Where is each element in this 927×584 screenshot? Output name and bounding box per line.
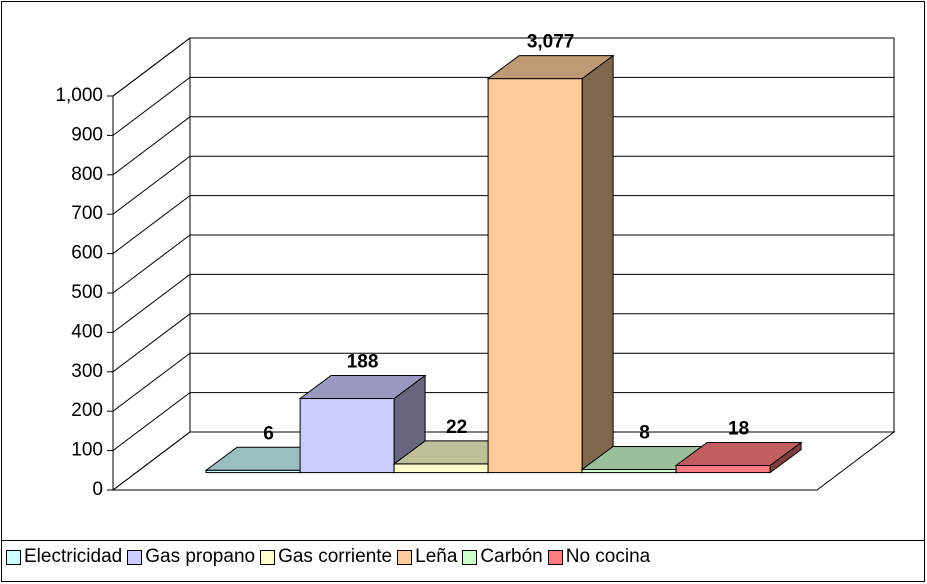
bar-front <box>487 78 583 474</box>
data-label: 3,077 <box>527 32 575 53</box>
y-tick-label: 0 <box>92 479 103 500</box>
legend-label: Carbón <box>480 546 543 567</box>
legend-label: Leña <box>415 546 458 567</box>
grid-line <box>112 273 894 333</box>
data-label: 8 <box>639 422 650 443</box>
legend-item: Gas corriente <box>260 546 392 568</box>
bar-side <box>581 54 614 474</box>
bar <box>674 441 803 474</box>
legend-item: Electricidad <box>6 546 122 568</box>
grid-line <box>112 195 894 254</box>
bar <box>298 374 427 474</box>
legend: Electricidad Gas propano Gas corriente Leña… <box>6 542 655 572</box>
legend-label: Electricidad <box>24 546 123 567</box>
legend-item: Carbón <box>462 546 543 568</box>
legend-swatch <box>397 549 413 565</box>
y-tick-label: 700 <box>71 203 103 224</box>
grid-line <box>112 116 894 176</box>
grid-line <box>112 37 894 97</box>
data-label: 18 <box>728 419 749 440</box>
legend-swatch <box>462 549 478 565</box>
y-tick-label: 800 <box>71 164 103 185</box>
bar <box>486 54 615 474</box>
y-tick-label: 100 <box>71 440 103 461</box>
legend-label: Gas corriente <box>278 546 393 567</box>
legend-item: No cocina <box>547 546 651 568</box>
bar-front <box>393 463 489 474</box>
grid-line <box>112 431 894 491</box>
bar-top <box>486 55 615 80</box>
grid-line <box>112 392 894 451</box>
y-tick-label: 1,000 <box>55 85 103 106</box>
legend-label: No cocina <box>565 546 651 567</box>
legend-border <box>1 540 925 582</box>
y-tick-label: 400 <box>71 321 103 342</box>
grid-line <box>112 76 894 136</box>
grid-line <box>112 313 894 373</box>
legend-swatch <box>127 549 143 565</box>
bar-front <box>299 398 395 474</box>
grid-line <box>112 352 894 412</box>
legend-item: Leña <box>397 546 457 568</box>
data-label: 188 <box>347 352 379 373</box>
bar-front <box>675 465 771 474</box>
bar-top <box>298 375 427 400</box>
data-label: 6 <box>263 423 274 444</box>
legend-swatch <box>260 549 276 565</box>
legend-swatch <box>547 549 563 565</box>
legend-label: Gas propano <box>145 546 256 567</box>
legend-item: Gas propano <box>127 546 255 568</box>
legend-swatch <box>6 549 21 565</box>
grid-line <box>112 155 894 215</box>
data-label: 22 <box>446 417 467 438</box>
bar-top <box>674 442 803 467</box>
y-tick-label: 300 <box>71 361 103 382</box>
y-tick-label: 600 <box>71 243 103 264</box>
y-tick-label: 500 <box>71 282 103 303</box>
grid-line <box>112 234 894 294</box>
y-tick-label: 900 <box>71 124 103 145</box>
y-tick-label: 200 <box>71 400 103 421</box>
